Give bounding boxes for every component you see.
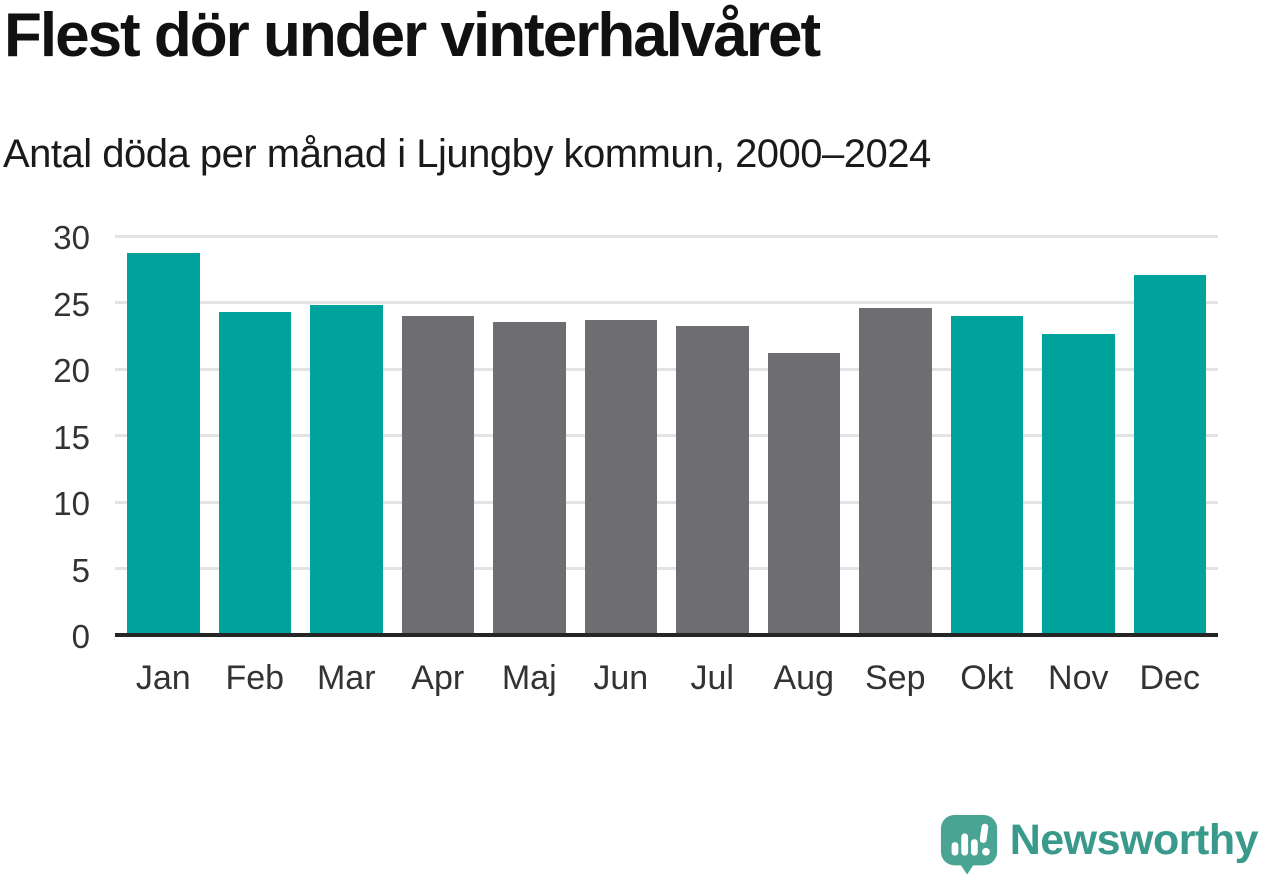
x-tick-label-jan: Jan — [135, 659, 191, 697]
x-tick-label-jun: Jun — [593, 659, 649, 697]
bar-apr — [401, 315, 474, 635]
x-tick-label-apr: Apr — [411, 659, 465, 697]
x-tick-label-mar: Mar — [316, 659, 376, 697]
x-tick-label-dec: Dec — [1139, 659, 1200, 697]
plot-area — [115, 234, 1218, 637]
x-axis-line — [115, 633, 1218, 637]
gridline-y-10 — [115, 500, 1218, 504]
brand-name: Newsworthy — [1009, 815, 1259, 864]
y-tick-label-10: 10 — [53, 485, 90, 522]
x-tick-label-okt: Okt — [960, 659, 1014, 697]
y-tick-label-25: 25 — [53, 285, 90, 323]
gridline-y-5 — [115, 567, 1218, 570]
bar-maj — [493, 322, 566, 635]
bar-jun — [584, 319, 657, 635]
bar-jul — [676, 326, 749, 635]
y-axis-labels: 0 5 10 15 20 25 30 — [0, 0, 90, 879]
bar-mar — [310, 305, 383, 635]
bars-group — [115, 236, 1218, 635]
gridline-y-15 — [115, 434, 1218, 437]
x-tick-label-jul: Jul — [690, 659, 734, 697]
chart-subtitle: Antal döda per månad i Ljungby kommun, 2… — [3, 132, 931, 176]
chart-title: Flest dör under vinterhalvåret — [4, 1, 821, 70]
bar-okt — [950, 315, 1023, 635]
bar-feb — [218, 311, 291, 635]
bar-nov — [1042, 334, 1115, 635]
gridline-y-25 — [115, 301, 1218, 304]
newsworthy-logo-icon — [939, 813, 1001, 875]
y-tick-label-0: 0 — [71, 618, 90, 655]
x-tick-label-nov: Nov — [1048, 659, 1109, 697]
x-axis-labels: Jan Feb Mar Apr Maj Jun Jul Aug Sep Okt Nov Dec — [115, 657, 1218, 699]
bar-aug — [767, 353, 840, 635]
gridline-y-20 — [115, 367, 1218, 371]
y-tick-label-20: 20 — [53, 352, 90, 389]
x-tick-label-sep: Sep — [865, 659, 926, 697]
y-tick-label-15: 15 — [53, 418, 90, 456]
x-tick-label-maj: Maj — [501, 659, 557, 697]
x-tick-label-aug: Aug — [773, 659, 835, 697]
y-tick-label-5: 5 — [71, 551, 90, 589]
bar-jan — [127, 253, 200, 635]
x-tick-label-feb: Feb — [225, 659, 285, 697]
gridline-y-30 — [115, 234, 1218, 238]
footer-branding: Newsworthy — [939, 813, 1259, 875]
y-tick-label-30: 30 — [53, 219, 90, 256]
bar-dec — [1133, 274, 1206, 635]
bar-sep — [859, 307, 932, 635]
